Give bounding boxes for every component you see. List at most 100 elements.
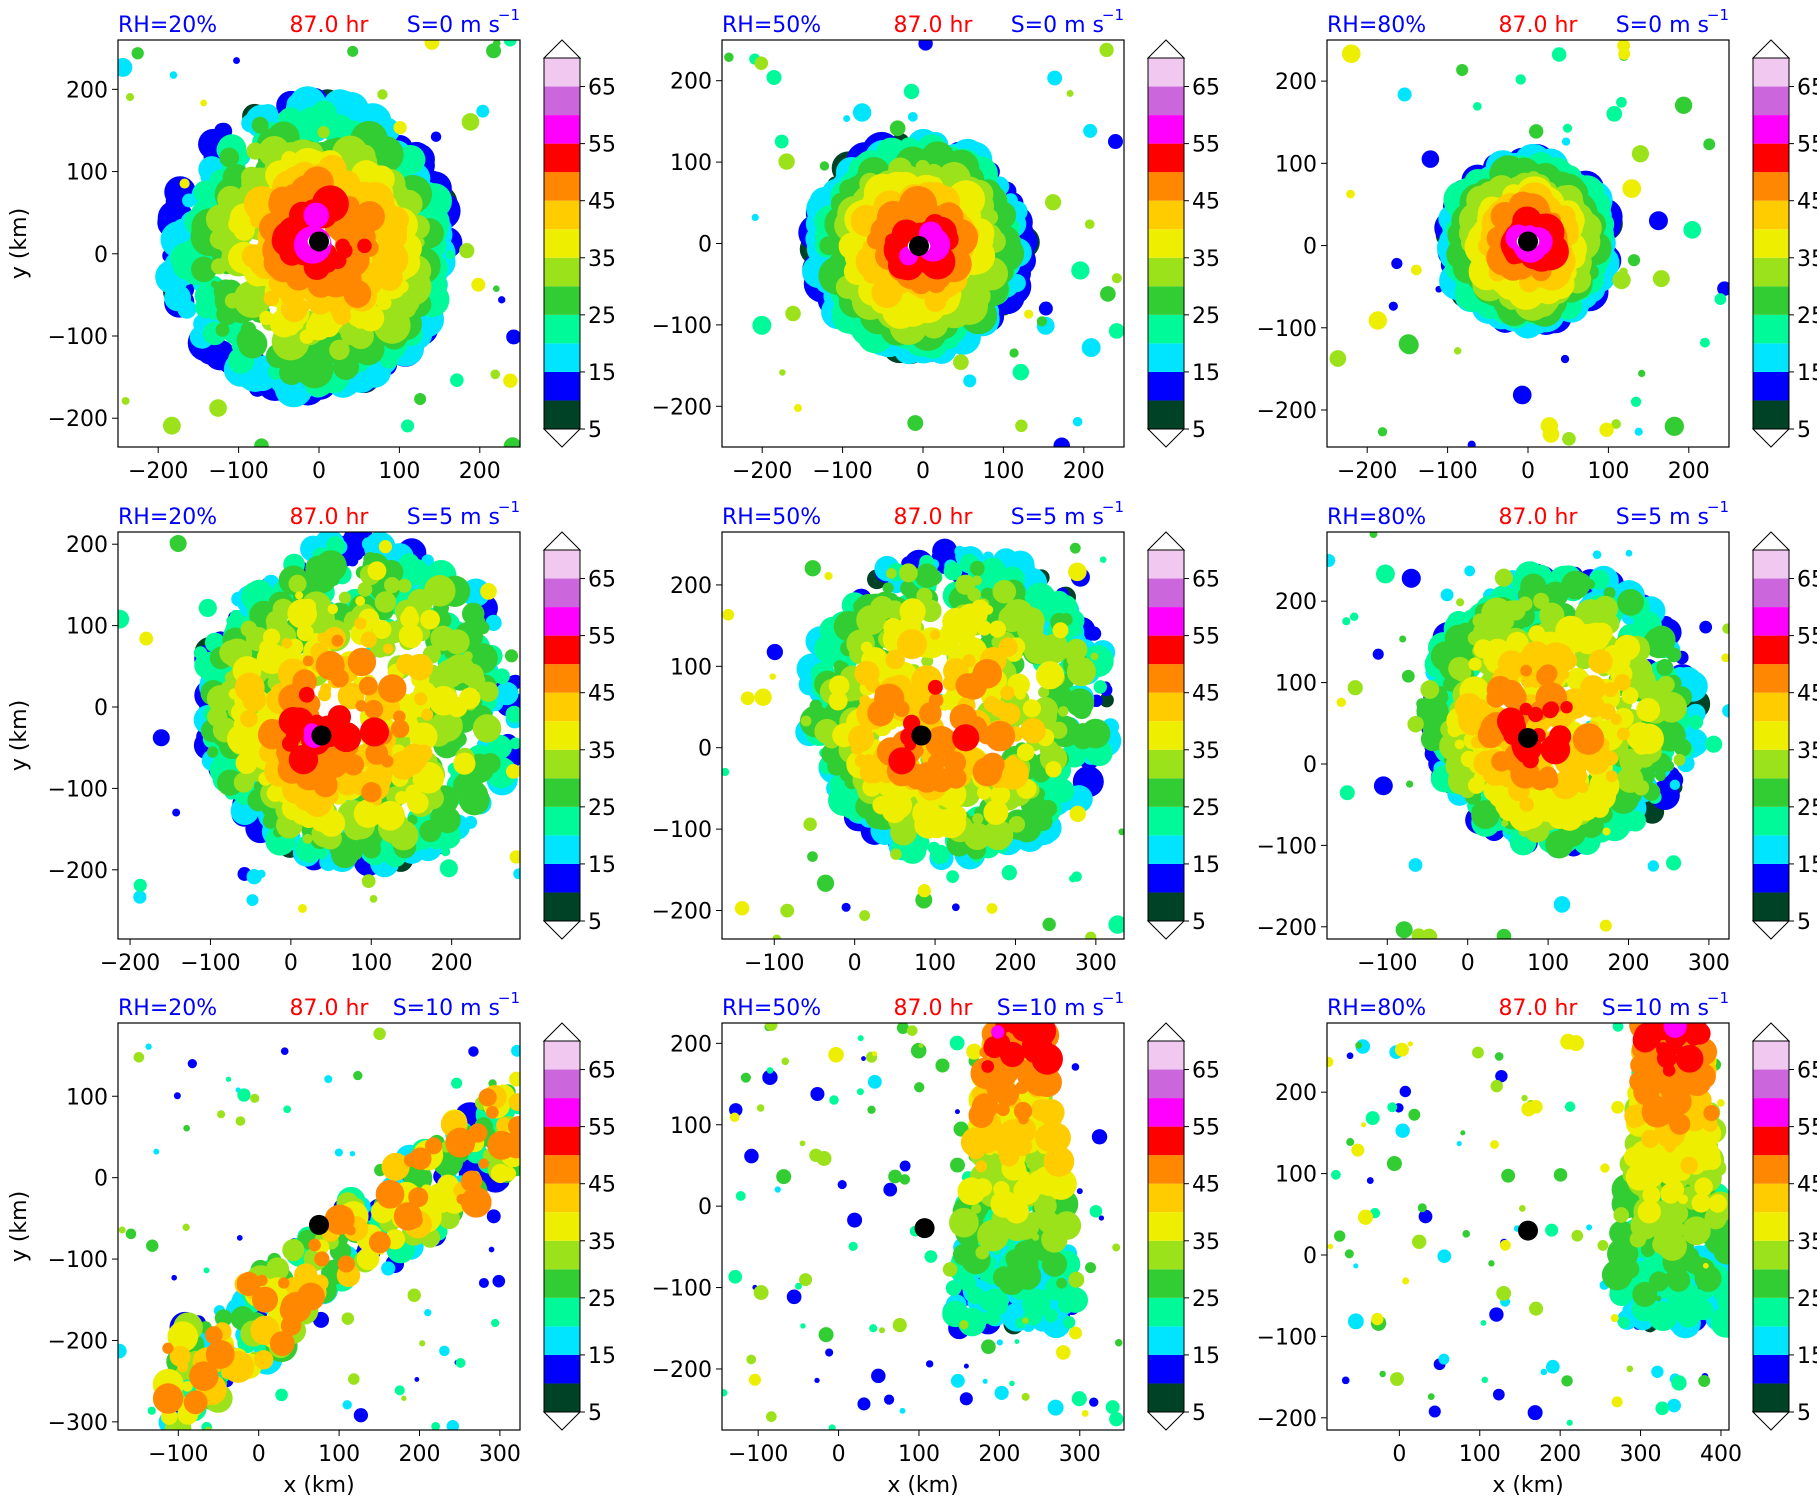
y-tick-label: 100: [670, 655, 712, 680]
colorbar-tick-label: 15: [588, 853, 616, 878]
x-tick-label: 100: [1587, 459, 1629, 484]
colorbar-extend-min: [542, 920, 582, 940]
panel-7: −100 0 100 200 300 −300 −200 −100 0 100 y (km) x (k…: [7, 989, 616, 1498]
colorbar-tick-label: 45: [588, 190, 616, 215]
reflectivity-field: [1327, 1023, 1729, 1426]
x-tick-label: −100: [728, 1442, 788, 1467]
colorbar-tick-label: 35: [1797, 247, 1817, 272]
colorbar-bin: [1753, 229, 1789, 258]
reflectivity-field: [722, 538, 1124, 939]
time-label: 87.0 hr: [894, 996, 974, 1021]
x-tick-label: 200: [978, 1442, 1020, 1467]
rh-label: RH=50%: [722, 13, 821, 38]
rh-label: RH=20%: [118, 13, 217, 38]
colorbar-bin: [544, 343, 580, 372]
y-tick-label: 100: [66, 615, 108, 640]
y-tick-label: 100: [670, 151, 712, 176]
x-axis-label: x (km): [1492, 1473, 1563, 1498]
time-label: 87.0 hr: [1499, 996, 1579, 1021]
colorbar-bin: [1148, 607, 1184, 636]
x-tick-label: 0: [1521, 459, 1535, 484]
colorbar-bin: [1753, 257, 1789, 287]
storm-center-marker: [309, 231, 329, 252]
x-tick-label: 200: [459, 459, 501, 484]
colorbar-bin: [544, 1183, 580, 1213]
x-axis-label: x (km): [887, 1473, 958, 1498]
colorbar-tick-label: 5: [1797, 418, 1811, 443]
colorbar-tick-label: 25: [1192, 304, 1220, 329]
y-tick-label: −200: [48, 859, 108, 884]
x-tick-label: −100: [148, 1442, 208, 1467]
x-tick-label: −200: [100, 951, 160, 976]
colorbar-tick-label: 15: [1797, 853, 1817, 878]
colorbar-tick-label: 15: [588, 361, 616, 386]
storm-center-marker: [908, 235, 929, 256]
x-tick-label: 200: [1668, 459, 1710, 484]
time-label: 87.0 hr: [894, 505, 974, 530]
x-tick-label: −100: [1357, 951, 1417, 976]
colorbar-extend-max: [1751, 1022, 1791, 1042]
storm-center-marker: [309, 1214, 329, 1235]
colorbar-bin: [1148, 664, 1184, 693]
y-tick-label: 200: [66, 533, 108, 558]
colorbar-bin: [544, 835, 580, 864]
colorbar-bin: [1148, 58, 1184, 87]
colorbar-bin: [1753, 1269, 1789, 1298]
colorbar-bin: [544, 635, 580, 665]
x-tick-label: 0: [916, 459, 930, 484]
colorbar-extend-max: [542, 531, 582, 551]
colorbar-bin: [544, 1212, 580, 1241]
colorbar-bin: [544, 892, 580, 921]
colorbar-bin: [1753, 692, 1789, 722]
colorbar-bin: [544, 721, 580, 750]
colorbar-bin: [1148, 257, 1184, 287]
colorbar-tick-label: 55: [1797, 625, 1817, 650]
colorbar-bin: [1753, 286, 1789, 315]
colorbar-bin: [544, 200, 580, 230]
colorbar-bin: [1148, 892, 1184, 921]
colorbar: 5 15 25 35 45 55 65: [1146, 531, 1220, 940]
x-tick-label: 100: [914, 951, 956, 976]
x-tick-label: −200: [1337, 459, 1397, 484]
x-tick-label: 0: [284, 951, 298, 976]
colorbar-bin: [544, 58, 580, 87]
y-tick-label: 0: [1303, 1244, 1317, 1269]
colorbar-bin: [1148, 835, 1184, 864]
plot-frame: [1326, 1022, 1730, 1431]
colorbar-bin: [1753, 550, 1789, 579]
colorbar-bin: [544, 806, 580, 836]
colorbar-tick-label: 35: [1192, 247, 1220, 272]
colorbar-bin: [544, 550, 580, 579]
rh-label: RH=20%: [118, 505, 217, 530]
colorbar-bin: [1753, 721, 1789, 750]
colorbar: 5 15 25 35 45 55 65: [542, 39, 616, 448]
colorbar-bin: [1148, 1126, 1184, 1156]
y-axis-label: y (km): [7, 700, 32, 771]
colorbar-tick-label: 5: [1192, 418, 1206, 443]
colorbar-bin: [1753, 1240, 1789, 1270]
shear-label: S=5 m s: [1616, 505, 1709, 530]
colorbar-bin: [1148, 286, 1184, 315]
colorbar-extend-min: [1146, 428, 1186, 448]
reflectivity-field: [724, 40, 1124, 447]
colorbar-tick-label: 45: [1797, 190, 1817, 215]
reflectivity-field: [118, 40, 520, 447]
colorbar-tick-label: 5: [588, 1401, 602, 1426]
y-tick-label: −100: [1257, 317, 1317, 342]
reflectivity-field: [722, 1023, 1124, 1430]
rh-label: RH=20%: [118, 996, 217, 1021]
panel-1: −200 −100 0 100 200 −200 −100 0 100 200 y (km) RH=2…: [7, 6, 616, 484]
colorbar-tick-label: 15: [1797, 1344, 1817, 1369]
colorbar-tick-label: 65: [1797, 568, 1817, 593]
colorbar-tick-label: 55: [588, 625, 616, 650]
plot-frame: [721, 531, 1125, 940]
colorbar-tick-label: 15: [1192, 1344, 1220, 1369]
y-tick-label: −100: [652, 1277, 712, 1302]
y-tick-label: 100: [1275, 152, 1317, 177]
colorbar-bin: [1148, 1041, 1184, 1070]
colorbar-bin: [1148, 400, 1184, 429]
colorbar-bin: [544, 371, 580, 401]
y-tick-label: −100: [48, 1248, 108, 1273]
colorbar-bin: [1753, 1183, 1789, 1213]
colorbar-tick-label: 65: [1192, 76, 1220, 101]
